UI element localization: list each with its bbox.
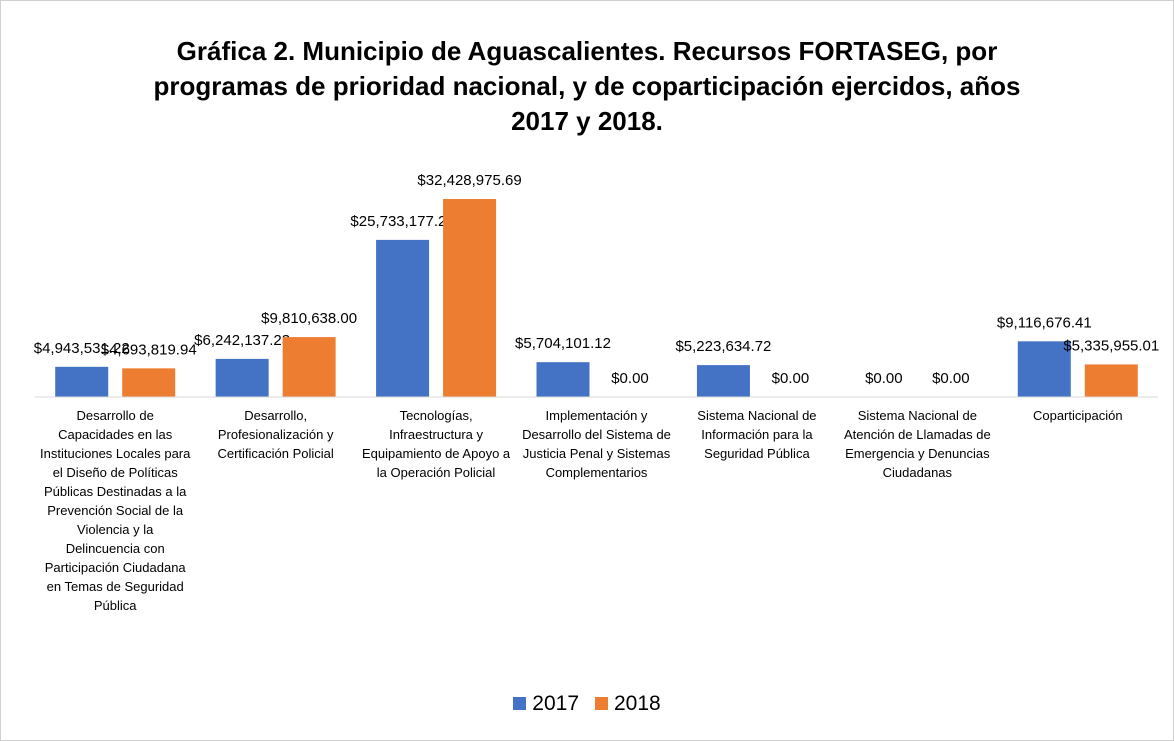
- data-label: $5,223,634.72: [675, 338, 771, 355]
- legend-swatch: [595, 697, 608, 710]
- bar: [443, 199, 497, 397]
- legend-label: 2018: [614, 692, 661, 715]
- bar: [1084, 364, 1138, 397]
- bar: [696, 365, 750, 397]
- data-label: $25,733,177.24: [350, 213, 454, 230]
- bar: [122, 368, 176, 397]
- bar: [1017, 341, 1071, 397]
- legend-label: 2017: [532, 692, 579, 715]
- x-tick-label: Desarrollo de Capacidades en las Institu…: [40, 408, 191, 613]
- data-label: $0.00: [772, 370, 810, 387]
- data-label: $9,810,638.00: [261, 310, 357, 327]
- data-label: $0.00: [865, 370, 903, 387]
- x-tick-label: Sistema Nacional de Atención de Llamadas…: [843, 408, 991, 480]
- legend-item: 2017: [513, 692, 579, 716]
- data-label: $6,242,137.23: [194, 332, 290, 349]
- x-tick-label: Coparticipación: [1032, 408, 1123, 423]
- legend-item: 2018: [595, 692, 661, 716]
- data-label: $4,693,819.94: [101, 341, 197, 358]
- data-label: $5,704,101.12: [515, 335, 611, 352]
- legend-swatch: [513, 697, 527, 710]
- data-label: $5,335,955.01: [1063, 337, 1159, 354]
- data-label: $9,116,676.41: [997, 314, 1092, 331]
- data-label: $4,943,531.22: [34, 340, 130, 357]
- x-tick-label: Sistema Nacional de Información para la …: [697, 408, 817, 461]
- bar: [376, 239, 430, 397]
- chart-title: Gráfica 2. Municipio de Aguascalientes. …: [153, 36, 1021, 136]
- data-label: $0.00: [932, 370, 970, 387]
- x-tick-label: Implementación y Desarrollo del Sistema …: [522, 408, 671, 480]
- bar: [215, 358, 269, 397]
- x-tick-label: Tecnologías, Infraestructura y Equipamie…: [361, 408, 511, 480]
- legend: 2017 2018: [0, 692, 1174, 716]
- data-label: $0.00: [611, 370, 649, 387]
- x-tick-label: Desarrollo, Profesionalización y Certifi…: [217, 408, 334, 461]
- bar: [282, 337, 336, 397]
- data-label: $32,428,975.69: [417, 172, 521, 189]
- bar: [55, 366, 109, 397]
- bar: [536, 362, 590, 397]
